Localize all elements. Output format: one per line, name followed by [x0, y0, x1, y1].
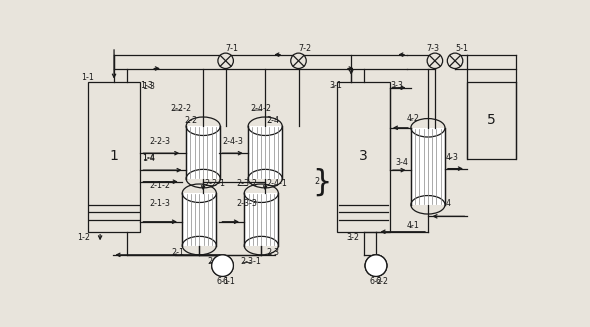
Text: 6-2: 6-2 — [376, 277, 389, 285]
Circle shape — [291, 53, 306, 68]
Text: 6-2: 6-2 — [369, 277, 382, 285]
Bar — [244, 193, 278, 246]
Circle shape — [365, 255, 387, 276]
Circle shape — [218, 53, 234, 68]
Text: 1-2: 1-2 — [78, 233, 91, 242]
Text: 2-2-1: 2-2-1 — [204, 180, 225, 188]
Text: 4-1: 4-1 — [407, 221, 420, 230]
Circle shape — [427, 53, 442, 68]
Text: 2-3-2: 2-3-2 — [237, 180, 257, 188]
Bar — [411, 128, 445, 205]
Circle shape — [212, 255, 234, 276]
Text: 2-3-1: 2-3-1 — [240, 256, 261, 266]
Text: 2-2: 2-2 — [185, 116, 198, 125]
Text: 7-3: 7-3 — [427, 44, 440, 53]
Text: 5: 5 — [487, 113, 496, 127]
Text: 2-1: 2-1 — [172, 248, 185, 257]
Text: 1-4: 1-4 — [142, 153, 155, 162]
Text: 1-3: 1-3 — [142, 82, 155, 92]
Text: 2: 2 — [314, 177, 319, 186]
Bar — [248, 126, 282, 179]
Bar — [337, 82, 390, 232]
Text: 2-2-2: 2-2-2 — [171, 104, 192, 113]
Text: 2-3: 2-3 — [266, 248, 279, 257]
Bar — [88, 82, 140, 232]
Circle shape — [365, 255, 387, 276]
Text: 4: 4 — [446, 199, 451, 208]
Text: 3-1: 3-1 — [329, 81, 342, 90]
Text: 2-1-1: 2-1-1 — [207, 256, 228, 266]
Text: 1-4: 1-4 — [142, 154, 155, 163]
Text: 2-4: 2-4 — [266, 116, 279, 125]
Text: 1: 1 — [110, 149, 119, 163]
Bar — [182, 193, 217, 246]
Text: 5-1: 5-1 — [456, 44, 469, 53]
Text: 2-4-1: 2-4-1 — [266, 180, 287, 188]
Circle shape — [447, 53, 463, 68]
Text: 3-3: 3-3 — [390, 81, 403, 90]
Circle shape — [212, 255, 234, 276]
Text: 2-1-3: 2-1-3 — [150, 199, 171, 208]
Text: 4-3: 4-3 — [446, 153, 458, 162]
Text: 2-4-3: 2-4-3 — [222, 137, 244, 146]
Text: 3: 3 — [359, 149, 368, 163]
Bar — [467, 82, 516, 159]
Text: 6-1: 6-1 — [216, 277, 229, 285]
Text: 1-3: 1-3 — [140, 81, 153, 90]
Text: 1-1: 1-1 — [81, 73, 94, 82]
Text: 2-3-3: 2-3-3 — [237, 199, 257, 208]
Circle shape — [365, 255, 387, 276]
Text: 2-2-3: 2-2-3 — [150, 137, 171, 146]
Text: 7-1: 7-1 — [225, 44, 238, 53]
Text: 7-2: 7-2 — [299, 44, 312, 53]
Text: 4-2: 4-2 — [407, 114, 420, 123]
Text: 3-4: 3-4 — [395, 158, 408, 167]
Text: 2-1-2: 2-1-2 — [150, 181, 171, 190]
Text: }: } — [313, 167, 332, 196]
Text: 2-4-2: 2-4-2 — [250, 104, 271, 113]
Text: 3-2: 3-2 — [346, 233, 359, 242]
Bar — [186, 126, 220, 179]
Text: 6-1: 6-1 — [222, 277, 235, 285]
